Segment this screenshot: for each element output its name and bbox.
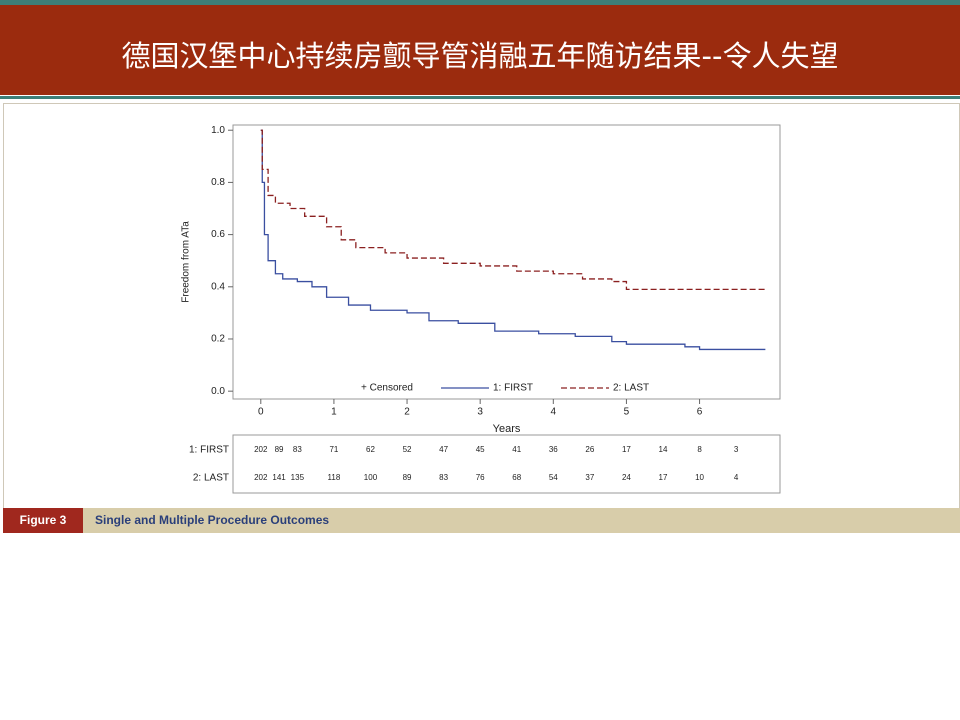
risk-count: 118 bbox=[328, 473, 341, 482]
risk-count: 135 bbox=[291, 473, 305, 482]
risk-count: 141 bbox=[272, 473, 286, 482]
risk-row-label: 2: LAST bbox=[193, 473, 229, 484]
risk-table-frame bbox=[232, 434, 781, 494]
km-curve bbox=[260, 129, 766, 351]
risk-count: 100 bbox=[364, 473, 378, 482]
risk-count: 3 bbox=[734, 445, 739, 454]
risk-count: 54 bbox=[549, 473, 558, 482]
risk-count: 89 bbox=[403, 473, 412, 482]
figure-caption: Single and Multiple Procedure Outcomes bbox=[95, 513, 330, 527]
risk-row-label: 1: FIRST bbox=[189, 445, 229, 456]
caption-bar: Figure 3 Single and Multiple Procedure O… bbox=[3, 508, 960, 533]
x-tick-label: 0 bbox=[258, 407, 264, 418]
x-tick-label: 2 bbox=[404, 407, 410, 418]
risk-count: 36 bbox=[549, 445, 558, 454]
risk-count: 8 bbox=[697, 445, 702, 454]
risk-count: 26 bbox=[585, 445, 594, 454]
risk-count: 62 bbox=[366, 445, 375, 454]
x-tick-label: 1 bbox=[331, 407, 337, 418]
risk-count: 37 bbox=[585, 473, 594, 482]
y-tick-label: 0.8 bbox=[211, 177, 225, 188]
risk-count: 202 bbox=[254, 473, 268, 482]
risk-count: 47 bbox=[439, 445, 448, 454]
rule bbox=[0, 96, 960, 99]
risk-count: 202 bbox=[254, 445, 268, 454]
risk-count: 17 bbox=[622, 445, 631, 454]
y-tick-label: 0.2 bbox=[211, 334, 225, 345]
risk-count: 89 bbox=[275, 445, 284, 454]
risk-count: 83 bbox=[293, 445, 302, 454]
y-tick-label: 0.4 bbox=[211, 281, 225, 292]
y-tick-label: 0.6 bbox=[211, 229, 225, 240]
risk-count: 4 bbox=[734, 473, 739, 482]
risk-count: 83 bbox=[439, 473, 448, 482]
figure: 0.0 0.2 0.4 0.6 0.8 1.0 0 1 2 3 4 5 6 Years Freedom fr… bbox=[3, 103, 960, 533]
risk-count: 41 bbox=[512, 445, 521, 454]
risk-count: 71 bbox=[329, 445, 338, 454]
risk-count: 10 bbox=[695, 473, 704, 482]
x-axis-label: Years bbox=[493, 423, 521, 435]
x-tick-label: 3 bbox=[477, 407, 483, 418]
legend-censored: + Censored bbox=[361, 383, 413, 394]
slide-title: 德国汉堡中心持续房颤导管消融五年随访结果--令人失望 bbox=[121, 39, 839, 73]
y-tick-label: 1.0 bbox=[211, 125, 225, 136]
risk-count: 68 bbox=[512, 473, 521, 482]
plot-frame bbox=[232, 124, 781, 400]
legend-label: 2: LAST bbox=[613, 383, 649, 394]
x-tick-label: 4 bbox=[551, 407, 557, 418]
risk-count: 52 bbox=[403, 445, 412, 454]
title-banner: 德国汉堡中心持续房颤导管消融五年随访结果--令人失望 bbox=[0, 0, 960, 95]
y-tick-label: 0.0 bbox=[211, 386, 225, 397]
y-axis-label: Freedom from ATa bbox=[181, 221, 192, 303]
risk-count: 14 bbox=[659, 445, 668, 454]
risk-count: 17 bbox=[659, 473, 668, 482]
legend-label: 1: FIRST bbox=[493, 383, 533, 394]
risk-count: 45 bbox=[476, 445, 485, 454]
risk-count: 76 bbox=[476, 473, 485, 482]
km-curve bbox=[260, 129, 767, 291]
x-tick-label: 6 bbox=[697, 407, 703, 418]
x-tick-label: 5 bbox=[624, 407, 630, 418]
risk-count: 24 bbox=[622, 473, 631, 482]
figure-label: Figure 3 bbox=[3, 508, 83, 533]
